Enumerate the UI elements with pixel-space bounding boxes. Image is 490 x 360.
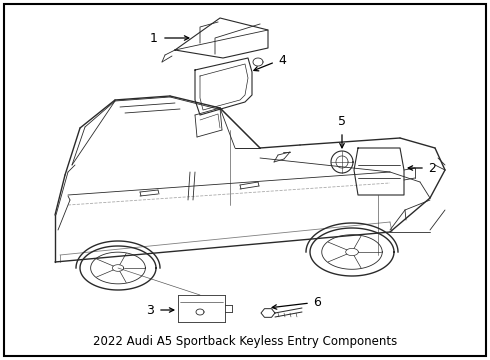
Text: 2: 2 bbox=[428, 162, 436, 175]
Text: 6: 6 bbox=[313, 296, 321, 309]
Text: 3: 3 bbox=[146, 303, 154, 316]
Text: 5: 5 bbox=[338, 115, 346, 128]
Text: 1: 1 bbox=[150, 31, 158, 45]
Text: 2022 Audi A5 Sportback Keyless Entry Components: 2022 Audi A5 Sportback Keyless Entry Com… bbox=[93, 335, 397, 348]
Text: 4: 4 bbox=[278, 54, 286, 67]
